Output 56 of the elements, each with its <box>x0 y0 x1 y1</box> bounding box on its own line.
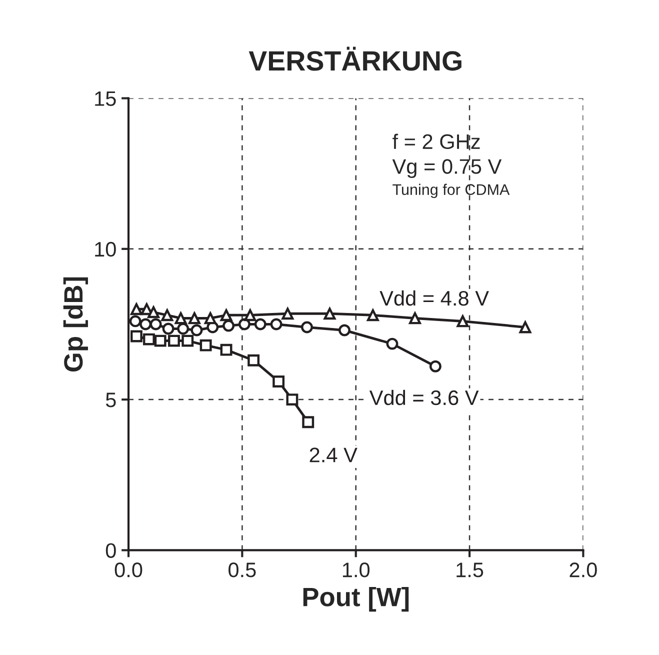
point <box>270 318 282 330</box>
point <box>161 309 174 322</box>
point <box>220 309 232 322</box>
point <box>188 312 200 324</box>
point <box>429 360 442 372</box>
point <box>386 338 398 350</box>
x-tick-label: 0.0 <box>114 562 142 578</box>
point <box>130 303 142 316</box>
point <box>174 312 187 324</box>
point <box>222 320 235 332</box>
point <box>409 312 421 324</box>
annotation: Tuning for CDMA <box>392 184 510 198</box>
series-label: Vdd = 3.6 V <box>369 390 479 406</box>
point <box>190 324 203 336</box>
point <box>177 322 190 335</box>
point <box>302 416 314 428</box>
y-tick-label: 5 <box>106 392 116 408</box>
y-tick-label: 10 <box>95 242 116 257</box>
point <box>238 318 250 330</box>
point <box>286 394 298 406</box>
chart-title: VERSTÄRKUNG <box>248 46 462 71</box>
y-tick-label: 15 <box>95 91 116 106</box>
point <box>129 315 142 328</box>
point <box>301 321 313 334</box>
x-tick-label: 0.5 <box>228 562 256 578</box>
point <box>244 309 256 322</box>
point <box>456 315 469 328</box>
x-tick-label: 1.5 <box>456 562 484 578</box>
point <box>519 321 532 334</box>
point <box>366 309 379 322</box>
point <box>140 318 152 330</box>
point <box>254 318 266 330</box>
point <box>200 339 212 352</box>
series-label: 2.4 V <box>310 448 358 462</box>
point <box>154 334 166 347</box>
point <box>272 376 285 388</box>
point <box>220 344 232 356</box>
point <box>248 354 260 366</box>
point <box>130 330 142 342</box>
x-tick-label: 1.0 <box>342 562 370 578</box>
x-axis-title: Pout [W] <box>303 586 409 612</box>
point <box>282 308 294 320</box>
y-axis-title: Gp [dB] <box>63 277 88 372</box>
annotation: Vg = 0.75 V <box>392 159 502 178</box>
point <box>142 333 155 346</box>
point <box>182 334 194 347</box>
point <box>324 308 336 320</box>
point <box>148 306 160 318</box>
annotation: f = 2 GHz <box>392 134 480 150</box>
y-tick-label: 0 <box>106 543 116 558</box>
series-label: Vdd = 4.8 V <box>380 290 489 306</box>
point <box>150 318 162 330</box>
point <box>162 322 174 335</box>
point <box>168 334 180 347</box>
x-tick-label: 2.0 <box>570 562 597 578</box>
point <box>338 324 350 336</box>
